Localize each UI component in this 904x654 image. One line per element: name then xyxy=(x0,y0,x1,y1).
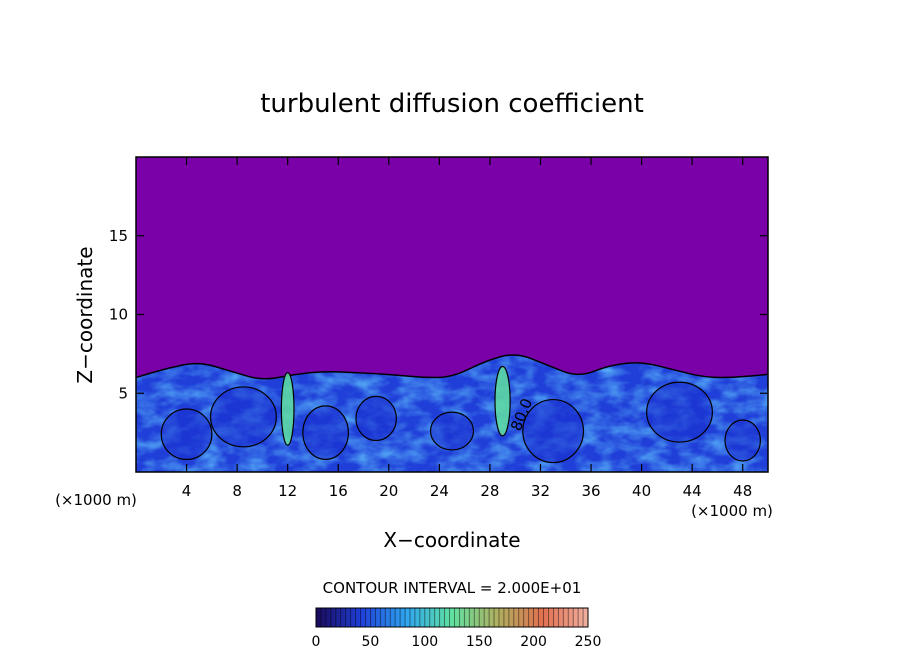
x-tick-label: 40 xyxy=(632,482,651,500)
x-tick-label: 48 xyxy=(733,482,752,500)
eddy-contours xyxy=(160,365,762,464)
x-tick-label: 44 xyxy=(683,482,702,500)
eddy-contour xyxy=(280,372,295,446)
y-tick-label: 10 xyxy=(109,306,128,324)
y-axis-title: Z−coordinate xyxy=(73,246,97,383)
colorbar-tick-label: 0 xyxy=(312,634,321,650)
colorbar-tick-label: 150 xyxy=(466,634,493,650)
colorbar-tick-label: 100 xyxy=(411,634,438,650)
colorbar-fill xyxy=(316,608,588,627)
plot-field: 80.0 xyxy=(136,157,768,472)
eddy-contour xyxy=(646,381,713,443)
y-tick-label: 5 xyxy=(118,384,128,402)
x-tick-label: 8 xyxy=(232,482,242,500)
colorbar-tick-label: 50 xyxy=(361,634,379,650)
eddy-contour xyxy=(522,398,585,464)
chart-title: turbulent diffusion coefficient xyxy=(260,89,644,119)
colorbar-ticks: 0 50 100 150 200 250 xyxy=(312,634,602,650)
contour-interval: CONTOUR INTERVAL = 2.000E+01 xyxy=(323,579,582,597)
eddy-contour xyxy=(429,411,475,451)
eddy-contour xyxy=(724,419,762,462)
eddy-contour xyxy=(355,395,397,442)
eddy-contour xyxy=(160,408,213,461)
colorbar-tick-label: 200 xyxy=(520,634,547,650)
x-ticks: 4 8 12 16 20 24 28 32 36 40 44 48 xyxy=(182,157,752,500)
colorbar-frame xyxy=(315,607,589,628)
x-tick-label: 12 xyxy=(278,482,297,500)
x-tick-label: 16 xyxy=(329,482,348,500)
x-tick-label: 28 xyxy=(480,482,499,500)
x-unit-left: (×1000 m) xyxy=(55,491,137,509)
x-tick-label: 32 xyxy=(531,482,550,500)
x-unit-right: (×1000 m) xyxy=(691,502,773,520)
colorbar-stripes xyxy=(320,608,584,627)
x-tick-label: 36 xyxy=(581,482,600,500)
colorbar-tick-label: 250 xyxy=(575,634,602,650)
colorbar: 0 50 100 150 200 250 xyxy=(312,607,602,650)
x-tick-label: 20 xyxy=(379,482,398,500)
x-tick-label: 4 xyxy=(182,482,192,500)
eddy-contour xyxy=(494,365,511,437)
x-tick-label: 24 xyxy=(430,482,449,500)
boundary-layer-top-contour xyxy=(136,354,768,380)
eddy-contour xyxy=(302,405,349,461)
eddy-contour xyxy=(209,386,277,448)
y-tick-label: 15 xyxy=(109,227,128,245)
x-axis-title: X−coordinate xyxy=(383,528,520,552)
y-ticks: 5 10 15 xyxy=(109,227,768,402)
